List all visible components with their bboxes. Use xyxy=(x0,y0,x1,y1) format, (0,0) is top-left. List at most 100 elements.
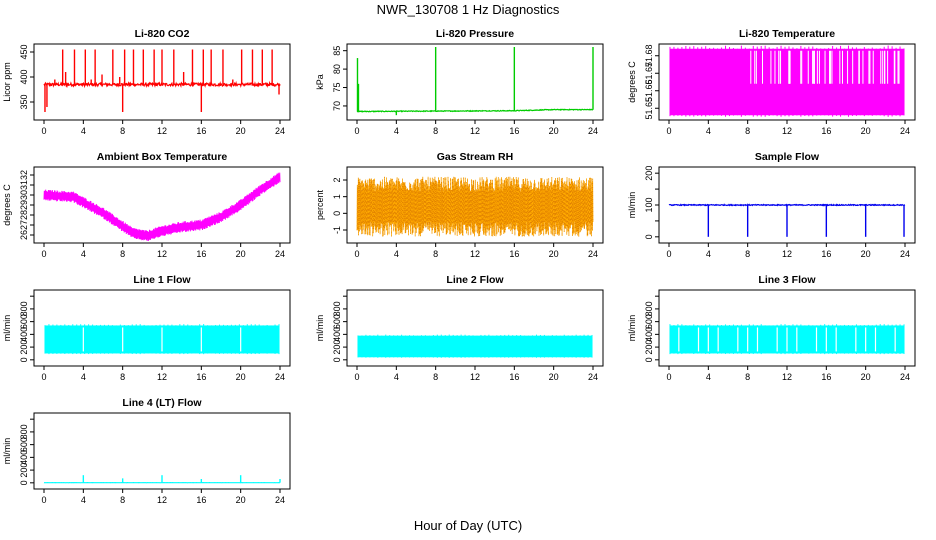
x-tick-label: 12 xyxy=(782,249,792,259)
y-tick-label: 30 xyxy=(19,190,29,200)
y-tick-label: 1 xyxy=(332,194,342,199)
y-axis-title: ml/min xyxy=(627,192,637,219)
x-tick-label: 8 xyxy=(433,372,438,382)
x-tick-label: 20 xyxy=(236,495,246,505)
series-points xyxy=(356,176,594,237)
x-tick-label: 0 xyxy=(354,126,359,136)
x-tick-label: 0 xyxy=(354,249,359,259)
y-tick-label: 2 xyxy=(332,177,342,182)
x-tick-label: 0 xyxy=(666,249,671,259)
x-tick-label: 8 xyxy=(120,249,125,259)
x-tick-label: 16 xyxy=(821,126,831,136)
x-tick-label: 8 xyxy=(120,126,125,136)
y-tick-label: 51.68 xyxy=(644,44,654,67)
x-tick-label: 24 xyxy=(900,249,910,259)
x-tick-label: 12 xyxy=(157,249,167,259)
y-tick-label: 32 xyxy=(19,170,29,180)
y-tick-label: 75 xyxy=(332,83,342,93)
panel-title: Li-820 Pressure xyxy=(436,28,514,40)
data-series xyxy=(668,203,906,237)
x-tick-label: 20 xyxy=(236,372,246,382)
panel-9: Line 4 (LT) Flow 0 4 8 12 16 20 24 0 200400600800… xyxy=(2,397,291,505)
y-axis: -1 0 1 2 xyxy=(332,177,347,234)
x-tick-label: 16 xyxy=(196,249,206,259)
y-tick-label: 800 xyxy=(19,424,29,439)
panel-title: Line 3 Flow xyxy=(758,274,816,286)
figure-title: NWR_130708 1 Hz Diagnostics xyxy=(376,2,560,17)
y-tick-label: 350 xyxy=(19,94,29,109)
panel-title: Li-820 Temperature xyxy=(739,28,835,40)
y-tick-label: 51.67 xyxy=(644,62,654,85)
y-tick-label: 100 xyxy=(644,197,654,212)
x-tick-label: 8 xyxy=(745,249,750,259)
panel-title: Line 2 Flow xyxy=(446,274,504,286)
series-line xyxy=(356,108,594,113)
y-axis-title: ml/min xyxy=(2,315,12,342)
y-tick-label: 0 xyxy=(332,211,342,216)
y-tick-label: 450 xyxy=(19,44,29,59)
x-tick-label: 8 xyxy=(745,372,750,382)
y-tick-label: 28 xyxy=(19,210,29,220)
data-series xyxy=(44,324,280,355)
panel-0: Li-820 CO2 0 4 8 12 16 20 24 350 400 450 Licor ppm xyxy=(2,28,291,136)
x-tick-label: 0 xyxy=(666,126,671,136)
x-tick-label: 24 xyxy=(275,495,285,505)
x-tick-label: 4 xyxy=(394,372,399,382)
plot-frame xyxy=(346,43,604,121)
x-tick-label: 16 xyxy=(196,126,206,136)
x-tick-label: 12 xyxy=(157,372,167,382)
y-tick-label: 0 xyxy=(19,357,29,362)
x-axis: 0 4 8 12 16 20 24 xyxy=(354,120,598,136)
x-tick-label: 20 xyxy=(861,249,871,259)
x-tick-label: 12 xyxy=(470,249,480,259)
y-tick-label: 200 xyxy=(644,166,654,181)
panel-title: Gas Stream RH xyxy=(437,151,513,163)
y-axis-title: degrees C xyxy=(627,61,637,103)
y-tick-label: 31 xyxy=(19,180,29,190)
y-axis-title: ml/min xyxy=(627,315,637,342)
y-tick-label: 85 xyxy=(332,46,342,56)
y-axis-title: kPa xyxy=(315,74,325,90)
y-axis-title: percent xyxy=(315,189,325,220)
x-tick-label: 0 xyxy=(666,372,671,382)
x-axis: 0 4 8 12 16 20 24 xyxy=(41,243,285,259)
x-tick-label: 20 xyxy=(549,126,559,136)
y-axis-title: ml/min xyxy=(2,438,12,465)
x-tick-label: 0 xyxy=(41,372,46,382)
x-axis-title: Hour of Day (UTC) xyxy=(413,518,523,533)
y-tick-label: 51.65 xyxy=(644,97,654,120)
x-tick-label: 20 xyxy=(861,372,871,382)
x-tick-label: 12 xyxy=(157,495,167,505)
x-tick-label: 20 xyxy=(549,372,559,382)
data-series xyxy=(356,47,594,116)
x-tick-label: 24 xyxy=(900,372,910,382)
x-tick-label: 20 xyxy=(549,249,559,259)
x-tick-label: 16 xyxy=(509,372,519,382)
y-tick-label: 70 xyxy=(332,101,342,111)
x-axis: 0 4 8 12 16 20 24 xyxy=(354,243,598,259)
x-tick-label: 16 xyxy=(196,372,206,382)
y-tick-label: 200 xyxy=(332,340,342,355)
y-tick-label: 800 xyxy=(644,301,654,316)
x-tick-label: 4 xyxy=(394,249,399,259)
y-tick-label: -1 xyxy=(332,226,342,234)
x-tick-label: 4 xyxy=(706,372,711,382)
x-tick-label: 20 xyxy=(236,126,246,136)
x-tick-label: 4 xyxy=(81,495,86,505)
x-tick-label: 16 xyxy=(821,372,831,382)
y-axis-title: degrees C xyxy=(2,184,12,226)
panel-title: Line 4 (LT) Flow xyxy=(122,397,202,409)
panel-title: Sample Flow xyxy=(755,151,820,163)
y-tick-label: 27 xyxy=(19,220,29,230)
x-tick-label: 16 xyxy=(821,249,831,259)
panel-title: Li-820 CO2 xyxy=(135,28,190,40)
x-tick-label: 24 xyxy=(588,372,598,382)
x-tick-label: 0 xyxy=(41,126,46,136)
x-tick-label: 8 xyxy=(120,495,125,505)
data-series xyxy=(669,324,905,355)
